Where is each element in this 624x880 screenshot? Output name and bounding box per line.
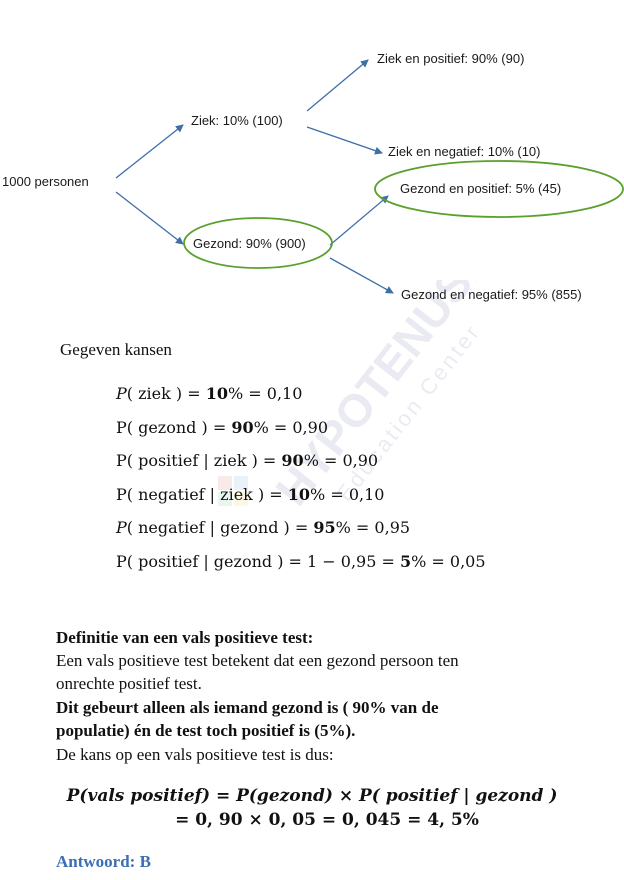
highlight-circle-gezond	[183, 217, 333, 269]
arrow-gez-neg	[329, 257, 394, 294]
arrow-ziek-neg	[306, 126, 383, 155]
arrow-ziek-pos	[306, 59, 369, 112]
definition-heading: Definitie van een vals positieve test:	[56, 628, 314, 647]
probability-tree-diagram: 1000 personen Ziek: 10% (100) Gezond: 90…	[2, 51, 624, 302]
prob-positief-given-gezond: P( positief | gezond ) = 1 − 0,95 = 5% =…	[116, 552, 486, 571]
given-heading: Gegeven kansen	[60, 340, 172, 359]
definition-line-1: Een vals positieve test betekent dat een…	[56, 651, 459, 670]
node-ziek-positief: Ziek en positief: 90% (90)	[377, 51, 524, 66]
answer-label: Antwoord: B	[56, 852, 151, 871]
arrow-gez-pos	[329, 195, 389, 246]
prob-gezond: P( gezond ) = 90% = 0,90	[116, 418, 328, 437]
arrow-root-ziek	[115, 124, 184, 179]
node-ziek: Ziek: 10% (100)	[191, 113, 283, 128]
arrow-root-gezond	[115, 191, 184, 245]
node-gezond: Gezond: 90% (900)	[193, 236, 306, 251]
node-gezond-negatief: Gezond en negatief: 95% (855)	[401, 287, 582, 302]
prob-negatief-given-ziek: P( negatief | ziek ) = 10% = 0,10	[116, 485, 385, 504]
formula-line-1: P(vals positief) = P(gezond) × P( positi…	[66, 786, 558, 806]
node-root: 1000 personen	[2, 174, 89, 189]
formula-line-2: = 0, 90 × 0, 05 = 0, 045 = 4, 5%	[175, 810, 479, 830]
highlight-circle-gezond-positief	[374, 160, 624, 218]
definition-line-3: De kans op een vals positieve test is du…	[56, 745, 334, 764]
prob-positief-given-ziek: P( positief | ziek ) = 90% = 0,90	[116, 451, 379, 470]
prob-negatief-given-gezond: P( negatief | gezond ) = 95% = 0,95	[116, 518, 411, 537]
node-ziek-negatief: Ziek en negatief: 10% (10)	[388, 144, 540, 159]
svg-text:Education Center: Education Center	[332, 319, 486, 506]
prob-ziek: P( ziek ) = 10% = 0,10	[116, 384, 303, 403]
definition-bold-1: Dit gebeurt alleen als iemand gezond is …	[56, 698, 439, 717]
definition-line-2: onrechte positief test.	[56, 674, 202, 693]
node-gezond-positief: Gezond en positief: 5% (45)	[400, 181, 561, 196]
definition-bold-2: populatie) én de test toch positief is (…	[56, 721, 356, 740]
